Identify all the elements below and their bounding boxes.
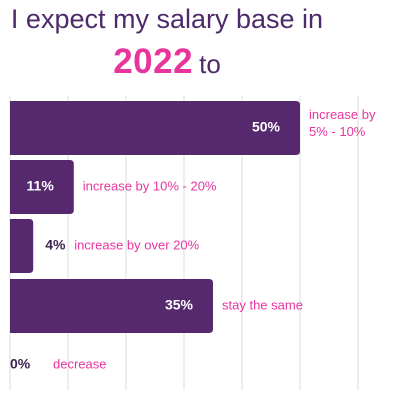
bar <box>10 219 34 273</box>
category-label-line: increase by <box>309 107 376 122</box>
value-label: 35% <box>165 297 194 313</box>
value-label: 50% <box>252 119 281 135</box>
title-line1: I expect my salary base in <box>10 4 324 34</box>
value-label: 0% <box>10 356 31 372</box>
category-label: increase by 5% - 10% <box>309 107 376 139</box>
category-label: increase by over 20% <box>74 237 199 252</box>
category-label: stay the same <box>222 297 303 312</box>
bar <box>10 160 74 214</box>
value-label: 11% <box>27 178 55 194</box>
title-to: to <box>199 49 221 79</box>
title-year: 2022 <box>113 42 194 81</box>
value-label: 4% <box>45 237 66 253</box>
title-line2: 2022 to <box>0 42 334 82</box>
bar <box>10 279 213 333</box>
chart-title: I expect my salary base in 2022 to <box>0 0 400 96</box>
category-label: increase by 10% - 20% <box>83 178 217 193</box>
bar <box>10 101 300 155</box>
category-label-line: 5% - 10% <box>309 124 366 139</box>
category-label: decrease <box>53 356 106 371</box>
